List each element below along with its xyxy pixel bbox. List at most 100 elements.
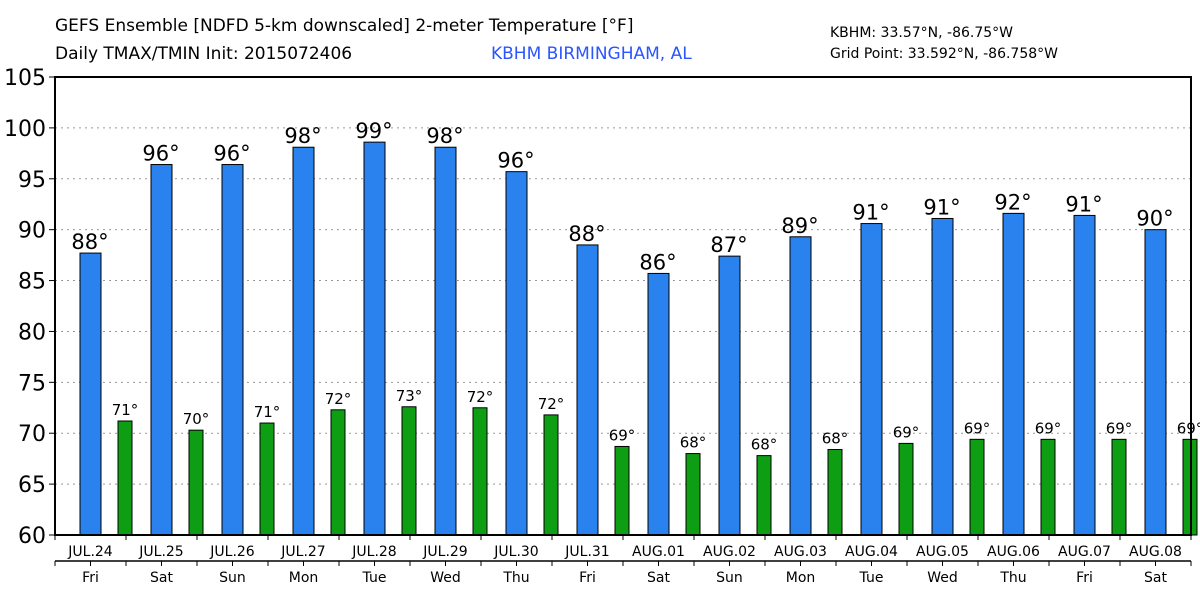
tmax-bar xyxy=(363,141,386,536)
weekday-label: Tue xyxy=(859,570,884,586)
weekday-label: Fri xyxy=(1076,570,1093,586)
y-tick-label: 90 xyxy=(18,219,46,244)
tmax-bar xyxy=(931,217,954,536)
x-tick-label: AUG.01 xyxy=(632,544,685,560)
tmin-label: 71° xyxy=(112,401,139,419)
y-tick-label: 60 xyxy=(18,524,46,549)
chart-subtitle: Daily TMAX/TMIN Init: 2015072406 xyxy=(55,44,353,64)
tmin-label: 69° xyxy=(609,426,636,444)
tmin-bar xyxy=(543,414,559,536)
weekday-label: Wed xyxy=(430,570,461,586)
tmin-label: 72° xyxy=(325,390,352,408)
x-tick-label: AUG.03 xyxy=(774,544,827,560)
tmin-bar xyxy=(117,420,133,536)
x-tick-label: AUG.06 xyxy=(987,544,1040,560)
weekday-label: Sun xyxy=(219,570,246,586)
weekday-label: Wed xyxy=(927,570,958,586)
tmax-bar xyxy=(434,146,457,536)
tmax-label: 98° xyxy=(284,124,321,148)
tmax-label: 87° xyxy=(710,233,747,257)
weekday-label: Thu xyxy=(999,570,1026,586)
weekday-label: Mon xyxy=(786,570,816,586)
x-tick-label: JUL.26 xyxy=(209,544,255,560)
tmax-label: 96° xyxy=(142,142,179,166)
weekday-label: Sat xyxy=(1144,570,1167,586)
weekday-label: Sun xyxy=(716,570,743,586)
station-name: KBHM BIRMINGHAM, AL xyxy=(491,44,692,64)
tmin-label: 69° xyxy=(1035,419,1062,437)
tmin-bar xyxy=(827,449,843,536)
tmin-bar xyxy=(188,429,204,536)
tmax-bar xyxy=(292,146,315,536)
tmax-bar xyxy=(647,272,670,536)
tmax-bar xyxy=(1073,214,1096,536)
tmin-bar xyxy=(1111,438,1127,536)
x-tick-label: JUL.24 xyxy=(67,544,113,560)
weekday-label: Sat xyxy=(647,570,670,586)
y-tick-label: 105 xyxy=(4,66,46,91)
x-tick-label: JUL.28 xyxy=(351,544,396,560)
tmin-bar xyxy=(614,445,630,536)
y-tick-label: 70 xyxy=(18,422,46,447)
tmin-label: 69° xyxy=(1106,419,1133,437)
tmin-bar xyxy=(756,455,772,536)
x-tick-label: JUL.30 xyxy=(493,544,538,560)
tmax-label: 96° xyxy=(497,149,534,173)
tmin-bar xyxy=(898,442,914,536)
weekday-label: Tue xyxy=(362,570,387,586)
tmax-bar xyxy=(150,164,173,536)
y-tick-label: 75 xyxy=(18,371,46,396)
tmax-label: 96° xyxy=(213,142,250,166)
chart-title: GEFS Ensemble [NDFD 5-km downscaled] 2-m… xyxy=(55,16,634,36)
tmax-label: 91° xyxy=(923,195,960,219)
x-tick-label: AUG.04 xyxy=(845,544,898,560)
tmax-label: 90° xyxy=(1136,207,1173,231)
y-tick-label: 95 xyxy=(18,168,46,193)
tmax-bar xyxy=(718,255,741,536)
tmax-bar xyxy=(1144,229,1167,536)
tmin-label: 71° xyxy=(254,403,281,421)
tmax-bar xyxy=(221,164,244,536)
x-tick-label: JUL.31 xyxy=(564,544,609,560)
tmin-label: 70° xyxy=(183,410,210,428)
tmin-bar xyxy=(685,453,701,536)
tmax-bar xyxy=(505,171,528,536)
weekday-label: Mon xyxy=(289,570,319,586)
weekday-label: Fri xyxy=(82,570,99,586)
x-tick-label: AUG.07 xyxy=(1058,544,1111,560)
tmin-label: 68° xyxy=(680,434,707,452)
tmax-bar xyxy=(576,244,599,536)
tmin-label: 69° xyxy=(964,419,991,437)
x-tick-label: JUL.29 xyxy=(422,544,467,560)
tmin-bar xyxy=(401,406,417,536)
tmax-label: 88° xyxy=(568,222,605,246)
tmin-label: 68° xyxy=(822,430,849,448)
y-tick-label: 85 xyxy=(18,270,46,295)
tmin-bar xyxy=(472,407,488,536)
tmax-label: 99° xyxy=(355,119,392,143)
y-tick-label: 100 xyxy=(4,117,46,142)
x-tick-label: AUG.05 xyxy=(916,544,969,560)
x-tick-label: JUL.27 xyxy=(280,544,325,560)
tmin-label: 72° xyxy=(467,388,494,406)
tmax-label: 98° xyxy=(426,124,463,148)
tmax-bar xyxy=(1002,212,1025,536)
tmax-bar xyxy=(789,236,812,536)
tmin-label: 69° xyxy=(893,423,920,441)
tmin-label: 72° xyxy=(538,395,565,413)
grid-point: Grid Point: 33.592°N, -86.758°W xyxy=(830,46,1058,62)
x-tick-label: JUL.25 xyxy=(138,544,183,560)
weekday-label: Fri xyxy=(579,570,596,586)
tmin-bar xyxy=(259,422,275,536)
tmin-bar xyxy=(969,438,985,536)
y-tick-label: 80 xyxy=(18,320,46,345)
tmin-label: 68° xyxy=(751,436,778,454)
tmax-bar xyxy=(860,223,883,536)
station-coords: KBHM: 33.57°N, -86.75°W xyxy=(830,25,1013,41)
x-tick-label: AUG.02 xyxy=(703,544,756,560)
y-tick-label: 65 xyxy=(18,473,46,498)
tmin-bar xyxy=(1040,438,1056,536)
tmax-bar xyxy=(79,252,102,536)
